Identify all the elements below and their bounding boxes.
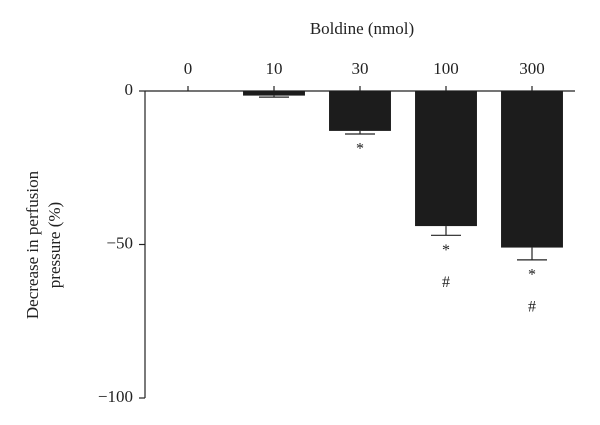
bar — [501, 91, 563, 248]
significance-label: # — [442, 274, 450, 291]
y-axis-title: Decrease in perfusion pressure (%) — [23, 170, 64, 319]
x-tick-label: 30 — [352, 59, 369, 78]
x-tick-label: 10 — [266, 59, 283, 78]
x-axis-title: Boldine (nmol) — [310, 19, 414, 38]
x-tick-label: 300 — [519, 59, 545, 78]
significance-label: * — [528, 267, 536, 284]
significance-label: * — [442, 242, 450, 259]
x-tick-label: 0 — [184, 59, 193, 78]
y-tick-label: 0 — [125, 80, 134, 99]
y-tick-label: −50 — [106, 233, 133, 252]
significance-label: # — [528, 299, 536, 316]
bar — [329, 91, 391, 131]
x-tick-label: 100 — [433, 59, 459, 78]
y-axis-title-line: Decrease in perfusion — [23, 170, 42, 319]
significance-label: * — [356, 141, 364, 158]
y-tick-label: −100 — [98, 387, 133, 406]
bar — [243, 91, 305, 96]
y-axis-title-line: pressure (%) — [45, 202, 64, 288]
bar — [415, 91, 477, 227]
